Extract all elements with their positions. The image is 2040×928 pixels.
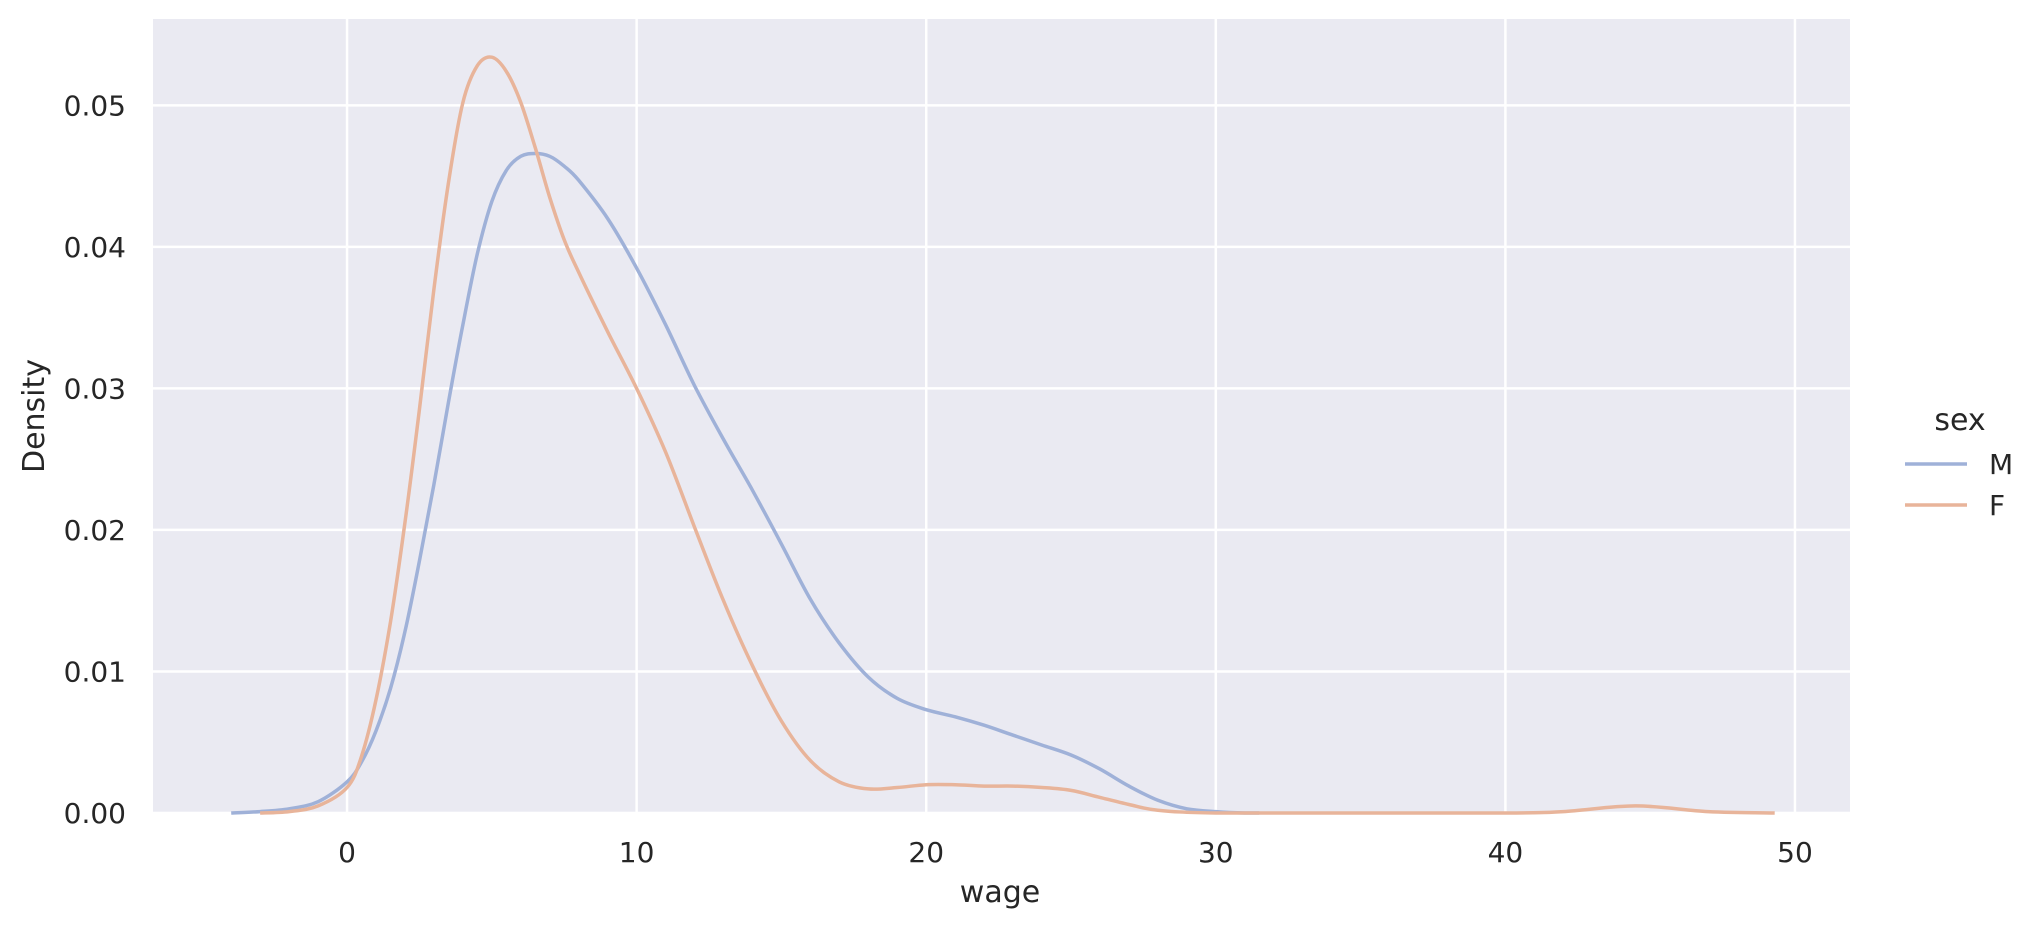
legend-title: sex [1934, 403, 1985, 438]
y-tick-label: 0.05 [64, 89, 126, 122]
x-tick-labels: 0 10 20 30 40 50 [338, 836, 1813, 869]
series-line-F [260, 55, 1775, 815]
legend-items: MF [1905, 448, 2013, 522]
x-tick-label: 30 [1198, 836, 1234, 869]
series-lines [231, 55, 1775, 815]
x-tick-label: 10 [619, 836, 655, 869]
y-tick-label: 0.03 [64, 372, 126, 405]
x-tick-label: 40 [1488, 836, 1524, 869]
x-axis-label: wage [960, 875, 1040, 910]
series-line-M [231, 151, 1260, 815]
y-tick-label: 0.00 [64, 797, 126, 830]
y-tick-label: 0.04 [64, 231, 126, 264]
x-tick-label: 0 [338, 836, 356, 869]
plot-area [153, 19, 1850, 813]
y-tick-labels: 0.00 0.01 0.02 0.03 0.04 0.05 [64, 89, 126, 830]
y-tick-label: 0.02 [64, 514, 126, 547]
y-axis-label: Density [17, 359, 52, 473]
legend-label-M: M [1989, 448, 2013, 481]
legend: sex MF [1905, 403, 2013, 522]
x-tick-label: 50 [1777, 836, 1813, 869]
legend-label-F: F [1989, 489, 2005, 522]
gridlines [153, 19, 1850, 815]
x-tick-label: 20 [908, 836, 944, 869]
y-tick-label: 0.01 [64, 655, 126, 688]
